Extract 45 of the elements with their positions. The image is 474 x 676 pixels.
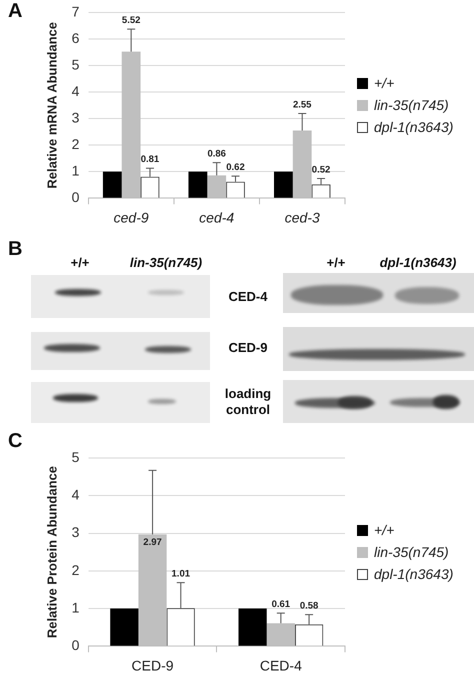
data-label: 5.52 [122,14,140,26]
text: lin-35(n745) [130,255,202,271]
x-tick-label: ced-9 [114,209,149,226]
text: +/+ [326,255,346,271]
y-tick-label: 4 [72,486,80,502]
y-tick-label: 5 [72,56,80,72]
y-tick-label: 1 [72,162,80,179]
y-tick-label: 0 [72,637,80,654]
y-tick-label: 3 [72,524,80,540]
chart-title: C [8,430,22,452]
y-tick-label: 0 [72,189,80,206]
y-tick-label: 5 [72,448,80,465]
text: B [8,238,22,260]
y-tick-label: 7 [72,3,80,20]
legend-label: dpl-1(n3643) [374,119,454,136]
text: CED-4 [227,289,268,305]
text: loading control [224,386,272,418]
data-label: 2.97 [143,536,162,548]
legend-label: +/+ [374,75,394,92]
x-tick-label: ced-3 [284,209,320,226]
data-label: 0.52 [312,164,330,176]
text: +/+ [70,255,90,271]
data-label: 0.86 [207,148,226,160]
data-label: 0.62 [226,162,245,174]
text: CED-9 [227,340,268,356]
data-label: 0.61 [272,598,291,610]
y-tick-label: 3 [72,109,80,126]
y-axis-title: Relative Protein Abundance [44,466,60,638]
y-tick-label: 2 [72,562,80,578]
text: dpl-1(n3643) [380,255,456,271]
chart-title: A [8,0,22,22]
legend-label: lin-35(n745) [374,544,449,560]
data-label: 0.58 [300,600,318,612]
y-tick-label: 4 [72,82,80,99]
data-label: 2.55 [292,99,312,110]
data-label: 1.01 [172,568,191,580]
x-tick-label: ced-4 [199,209,234,226]
legend-label: +/+ [374,522,394,538]
y-tick-label: 2 [72,136,80,152]
y-axis-title: Relative mRNA Abundance [44,22,60,189]
legend-label: dpl-1(n3643) [374,566,454,582]
y-tick-label: 6 [72,30,80,46]
data-label: 0.81 [140,154,160,166]
legend-label: lin-35(n745) [374,97,449,114]
y-tick-label: 1 [72,599,80,616]
